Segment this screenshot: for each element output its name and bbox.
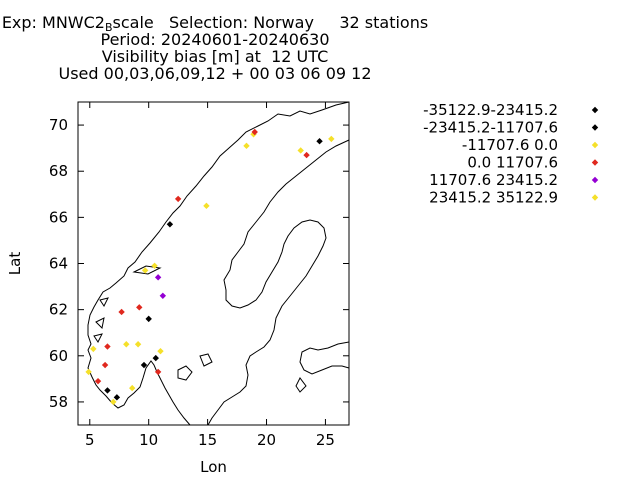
plot-frame	[77, 101, 350, 426]
data-point	[303, 151, 310, 159]
plot-axes: 5 10 15 20 25 58 60 62 64 66 68 70 Lon Lat	[6, 101, 350, 476]
y-tick-label: 66	[49, 208, 68, 226]
data-point	[151, 262, 158, 270]
data-point	[251, 128, 258, 136]
data-point	[113, 394, 121, 401]
data-point	[85, 368, 92, 376]
data-point	[110, 398, 117, 406]
legend-label: 0.0 11707.6	[467, 154, 558, 172]
x-axis-label: Lon	[200, 458, 227, 476]
y-tick-label: 68	[49, 162, 68, 180]
legend-label: -11707.6 0.0	[462, 136, 558, 154]
legend-marker	[591, 106, 599, 114]
x-tick-label: 25	[316, 431, 335, 449]
data-points	[85, 128, 335, 406]
data-point	[174, 195, 182, 203]
data-point	[136, 304, 143, 311]
legend-label: -23415.2-11707.6	[423, 119, 558, 137]
y-tick-label: 60	[49, 347, 68, 365]
data-point	[203, 202, 210, 210]
title-line-4: Used 00,03,06,09,12 + 00 03 06 09 12	[58, 64, 372, 83]
coastline-map	[87, 101, 350, 426]
y-tick-label: 70	[49, 116, 68, 134]
data-point	[140, 361, 148, 369]
y-tick-label: 62	[49, 301, 68, 319]
x-tick-label: 10	[139, 431, 158, 449]
legend-marker	[591, 176, 599, 184]
data-point	[101, 361, 109, 369]
chart-title: Exp: MNWC2Bscale Selection: Norway 32 st…	[0, 14, 430, 82]
legend-marker	[591, 194, 599, 201]
data-point	[157, 347, 164, 355]
title-line-3: Visibility bias [m] at 12 UTC	[101, 47, 329, 66]
legend: -35122.9-23415.2-23415.2-11707.6-11707.6…	[423, 101, 599, 207]
data-point	[154, 274, 162, 281]
legend-label: 11707.6 23415.2	[429, 171, 558, 189]
legend-label: 23415.2 35122.9	[429, 189, 558, 207]
data-point	[154, 368, 162, 376]
data-point	[297, 147, 304, 154]
title-line-2: Period: 20240601-20240630	[100, 30, 330, 49]
data-point	[243, 142, 250, 150]
y-tick-label: 64	[49, 255, 68, 273]
x-tick-label: 5	[85, 431, 95, 449]
data-point	[90, 345, 97, 353]
legend-marker	[591, 159, 599, 166]
data-point	[104, 343, 111, 350]
data-point	[159, 292, 167, 299]
data-point	[129, 384, 136, 392]
x-tick-label: 20	[257, 431, 276, 449]
data-point	[104, 387, 111, 394]
data-point	[123, 341, 130, 348]
data-point	[141, 267, 149, 274]
title-line-1: Exp: MNWC2Bscale Selection: Norway 32 st…	[1, 13, 429, 34]
legend-marker	[591, 141, 599, 149]
x-tick-label: 15	[198, 431, 217, 449]
data-point	[118, 308, 125, 316]
data-point	[152, 354, 159, 362]
legend-marker	[591, 124, 599, 131]
data-point	[328, 135, 335, 143]
y-tick-label: 58	[49, 393, 68, 411]
y-axis-label: Lat	[6, 252, 24, 276]
data-point	[145, 315, 152, 323]
data-point	[316, 138, 323, 145]
data-point	[94, 377, 102, 385]
legend-label: -35122.9-23415.2	[423, 101, 558, 119]
data-point	[134, 341, 142, 348]
data-point	[166, 221, 174, 228]
